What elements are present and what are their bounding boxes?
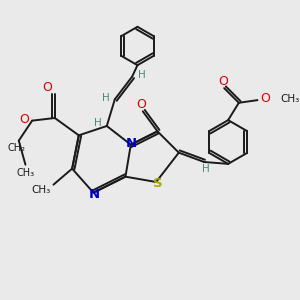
Text: N: N [88, 188, 100, 200]
Text: CH₃: CH₃ [280, 94, 299, 104]
Text: N: N [126, 137, 137, 150]
Text: CH₂: CH₂ [7, 143, 25, 153]
Text: O: O [218, 75, 228, 88]
Text: CH₃: CH₃ [32, 185, 51, 195]
Text: O: O [260, 92, 270, 105]
Text: O: O [20, 113, 30, 126]
Text: H: H [138, 70, 145, 80]
Text: H: H [94, 118, 102, 128]
Text: H: H [102, 93, 109, 103]
Text: H: H [202, 164, 209, 175]
Text: S: S [153, 177, 162, 190]
Text: CH₃: CH₃ [16, 168, 34, 178]
Text: O: O [42, 81, 52, 94]
Text: O: O [136, 98, 146, 111]
